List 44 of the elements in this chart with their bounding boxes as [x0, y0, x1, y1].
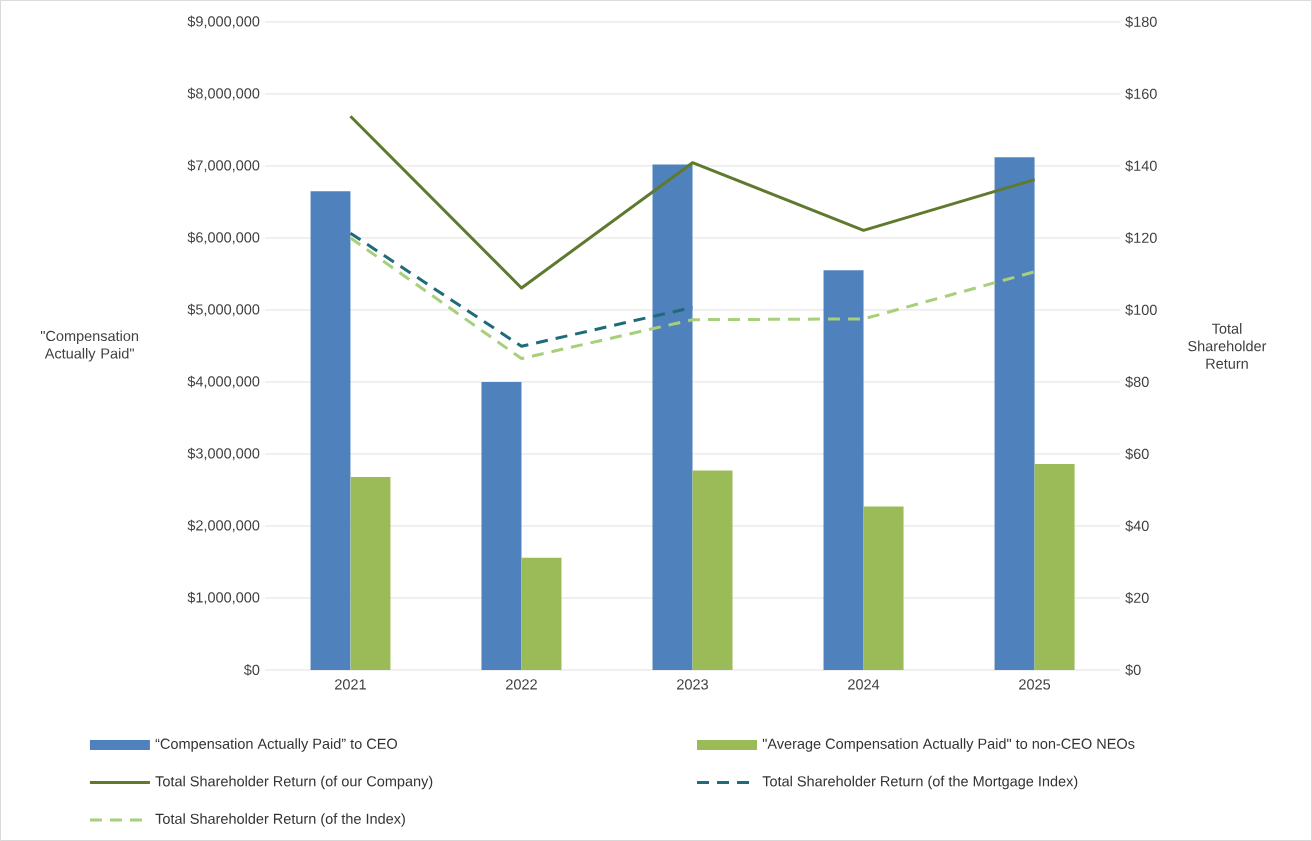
legend-label: "Average Compensation Actually Paid" to non-CEO NEOs [762, 738, 1135, 752]
line-series [348, 236, 1037, 361]
y2-tick-label: $60 [1125, 448, 1149, 460]
y2-tick-label: $140 [1125, 160, 1157, 172]
bar [652, 164, 693, 671]
x-tick-label: 2025 [1019, 679, 1051, 690]
y2-tick-label: $80 [1125, 376, 1149, 388]
legend-label: Total Shareholder Return (of the Index) [155, 813, 405, 827]
y-tick-label: $7,000,000 [187, 159, 260, 173]
legend-label: Total Shareholder Return (of the Mortgage Index) [762, 775, 1078, 790]
legend-label: Total Shareholder Return (of our Company) [155, 775, 433, 790]
y-tick-label: $0 [243, 664, 260, 676]
bar [521, 557, 562, 671]
bar [994, 157, 1035, 671]
line-series [348, 114, 1037, 290]
y-tick-label: $3,000,000 [187, 447, 260, 461]
bar [692, 470, 733, 671]
y2-tick-label: $40 [1125, 520, 1149, 532]
bar [350, 477, 391, 671]
y-tick-label: $1,000,000 [187, 591, 260, 605]
y2-tick-label: $0 [1125, 664, 1141, 676]
y-tick-label: $8,000,000 [187, 87, 260, 101]
y-tick-label: $4,000,000 [187, 375, 260, 389]
x-tick-label: 2023 [677, 679, 708, 690]
bar [1034, 464, 1075, 671]
y2-tick-label: $120 [1125, 232, 1157, 244]
bar [863, 506, 904, 671]
y-tick-label: $9,000,000 [187, 15, 260, 29]
y2-tick-label: $100 [1125, 304, 1157, 316]
y2-tick-label: $20 [1125, 592, 1149, 604]
y-tick-label: $5,000,000 [187, 303, 260, 317]
y-tick-label: $2,000,000 [187, 519, 260, 533]
y-tick-label: $6,000,000 [187, 231, 260, 245]
x-tick-label: 2021 [335, 679, 366, 690]
y-axis-title: "Compensation Actually Paid" [40, 330, 139, 362]
bar [310, 191, 351, 671]
y2-tick-label: $180 [1125, 16, 1157, 28]
legend-label: “Compensation Actually Paid” to CEO [155, 738, 398, 752]
y2-tick-label: $160 [1125, 88, 1157, 100]
bar [823, 270, 864, 671]
x-tick-label: 2022 [506, 679, 537, 690]
bar [481, 381, 522, 671]
x-tick-label: 2024 [848, 679, 880, 690]
y2-axis-title: Total Shareholder Return [1188, 323, 1267, 369]
